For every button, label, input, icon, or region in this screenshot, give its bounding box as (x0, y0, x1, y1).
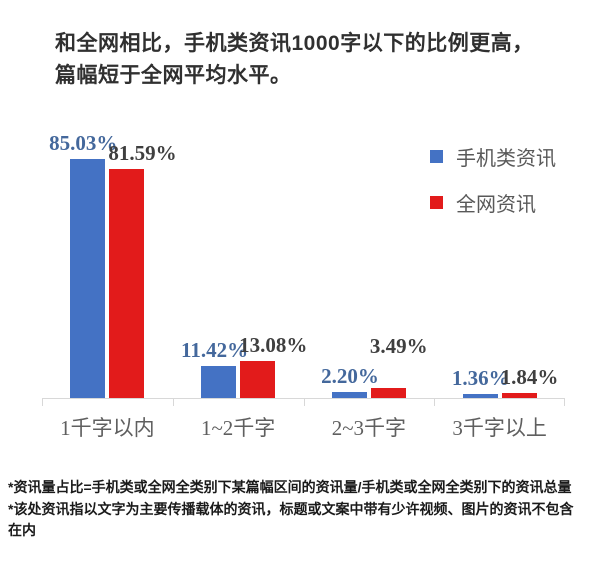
footnotes: *资讯量占比=手机类或全网全类别下某篇幅区间的资讯量/手机类或全网全类别下的资讯… (8, 477, 586, 542)
bar-group: 2.20% 3.49% 2~3千字 (303, 145, 435, 440)
bar (331, 391, 367, 398)
legend-label: 全网资讯 (456, 194, 536, 216)
bar (370, 388, 406, 398)
bar (501, 392, 537, 398)
bar-value-label: 81.59% (108, 140, 177, 165)
bar-value-label: 85.03% (49, 130, 118, 155)
category-label: 1~2千字 (200, 416, 276, 440)
bar-value-label: 1.84% (500, 364, 559, 389)
footnote-1: *资讯量占比=手机类或全网全类别下某篇幅区间的资讯量/手机类或全网全类别下的资讯… (8, 479, 572, 495)
footnote-2: *该处资讯指以文字为主要传播载体的资讯，标题或文案中带有少许视频、图片的资讯不包… (8, 500, 574, 539)
chart-title: 和全网相比，手机类资讯1000字以下的比例更高，篇幅短于全网平均水平。 (55, 32, 534, 87)
legend-label: 手机类资讯 (456, 148, 556, 170)
bar (462, 394, 498, 398)
category-label: 2~3千字 (331, 416, 407, 440)
bar-group: 85.03% 81.59% 1千字以内 (42, 131, 177, 440)
legend-item-mobile-news: 手机类资讯 (430, 142, 556, 171)
legend-swatch-red (430, 196, 443, 209)
bar-group: 11.42% 13.08% 1~2千字 (172, 145, 308, 440)
category-label: 1千字以内 (60, 416, 155, 440)
bar (201, 365, 237, 398)
legend-item-all-network-news: 全网资讯 (430, 188, 556, 217)
bar-value-label: 1.36% (451, 366, 510, 391)
bar (240, 361, 276, 398)
legend: 手机类资讯 全网资讯 (430, 142, 556, 234)
category-label: 3千字以上 (452, 416, 547, 440)
bar-value-label: 11.42% (181, 337, 249, 362)
bar-value-label: 3.49% (369, 334, 428, 359)
bar-value-label: 13.08% (239, 333, 308, 358)
plot-area: 85.03% 81.59% 1千字以内 11.42% 13.08% 1~2千字 2.20% 3… (42, 131, 565, 440)
bar-group: 1.36% 1.84% 3千字以上 (434, 145, 565, 440)
bar (109, 168, 145, 398)
legend-swatch-blue (430, 150, 443, 163)
bar (70, 158, 106, 398)
bar-value-label: 2.20% (321, 363, 379, 388)
